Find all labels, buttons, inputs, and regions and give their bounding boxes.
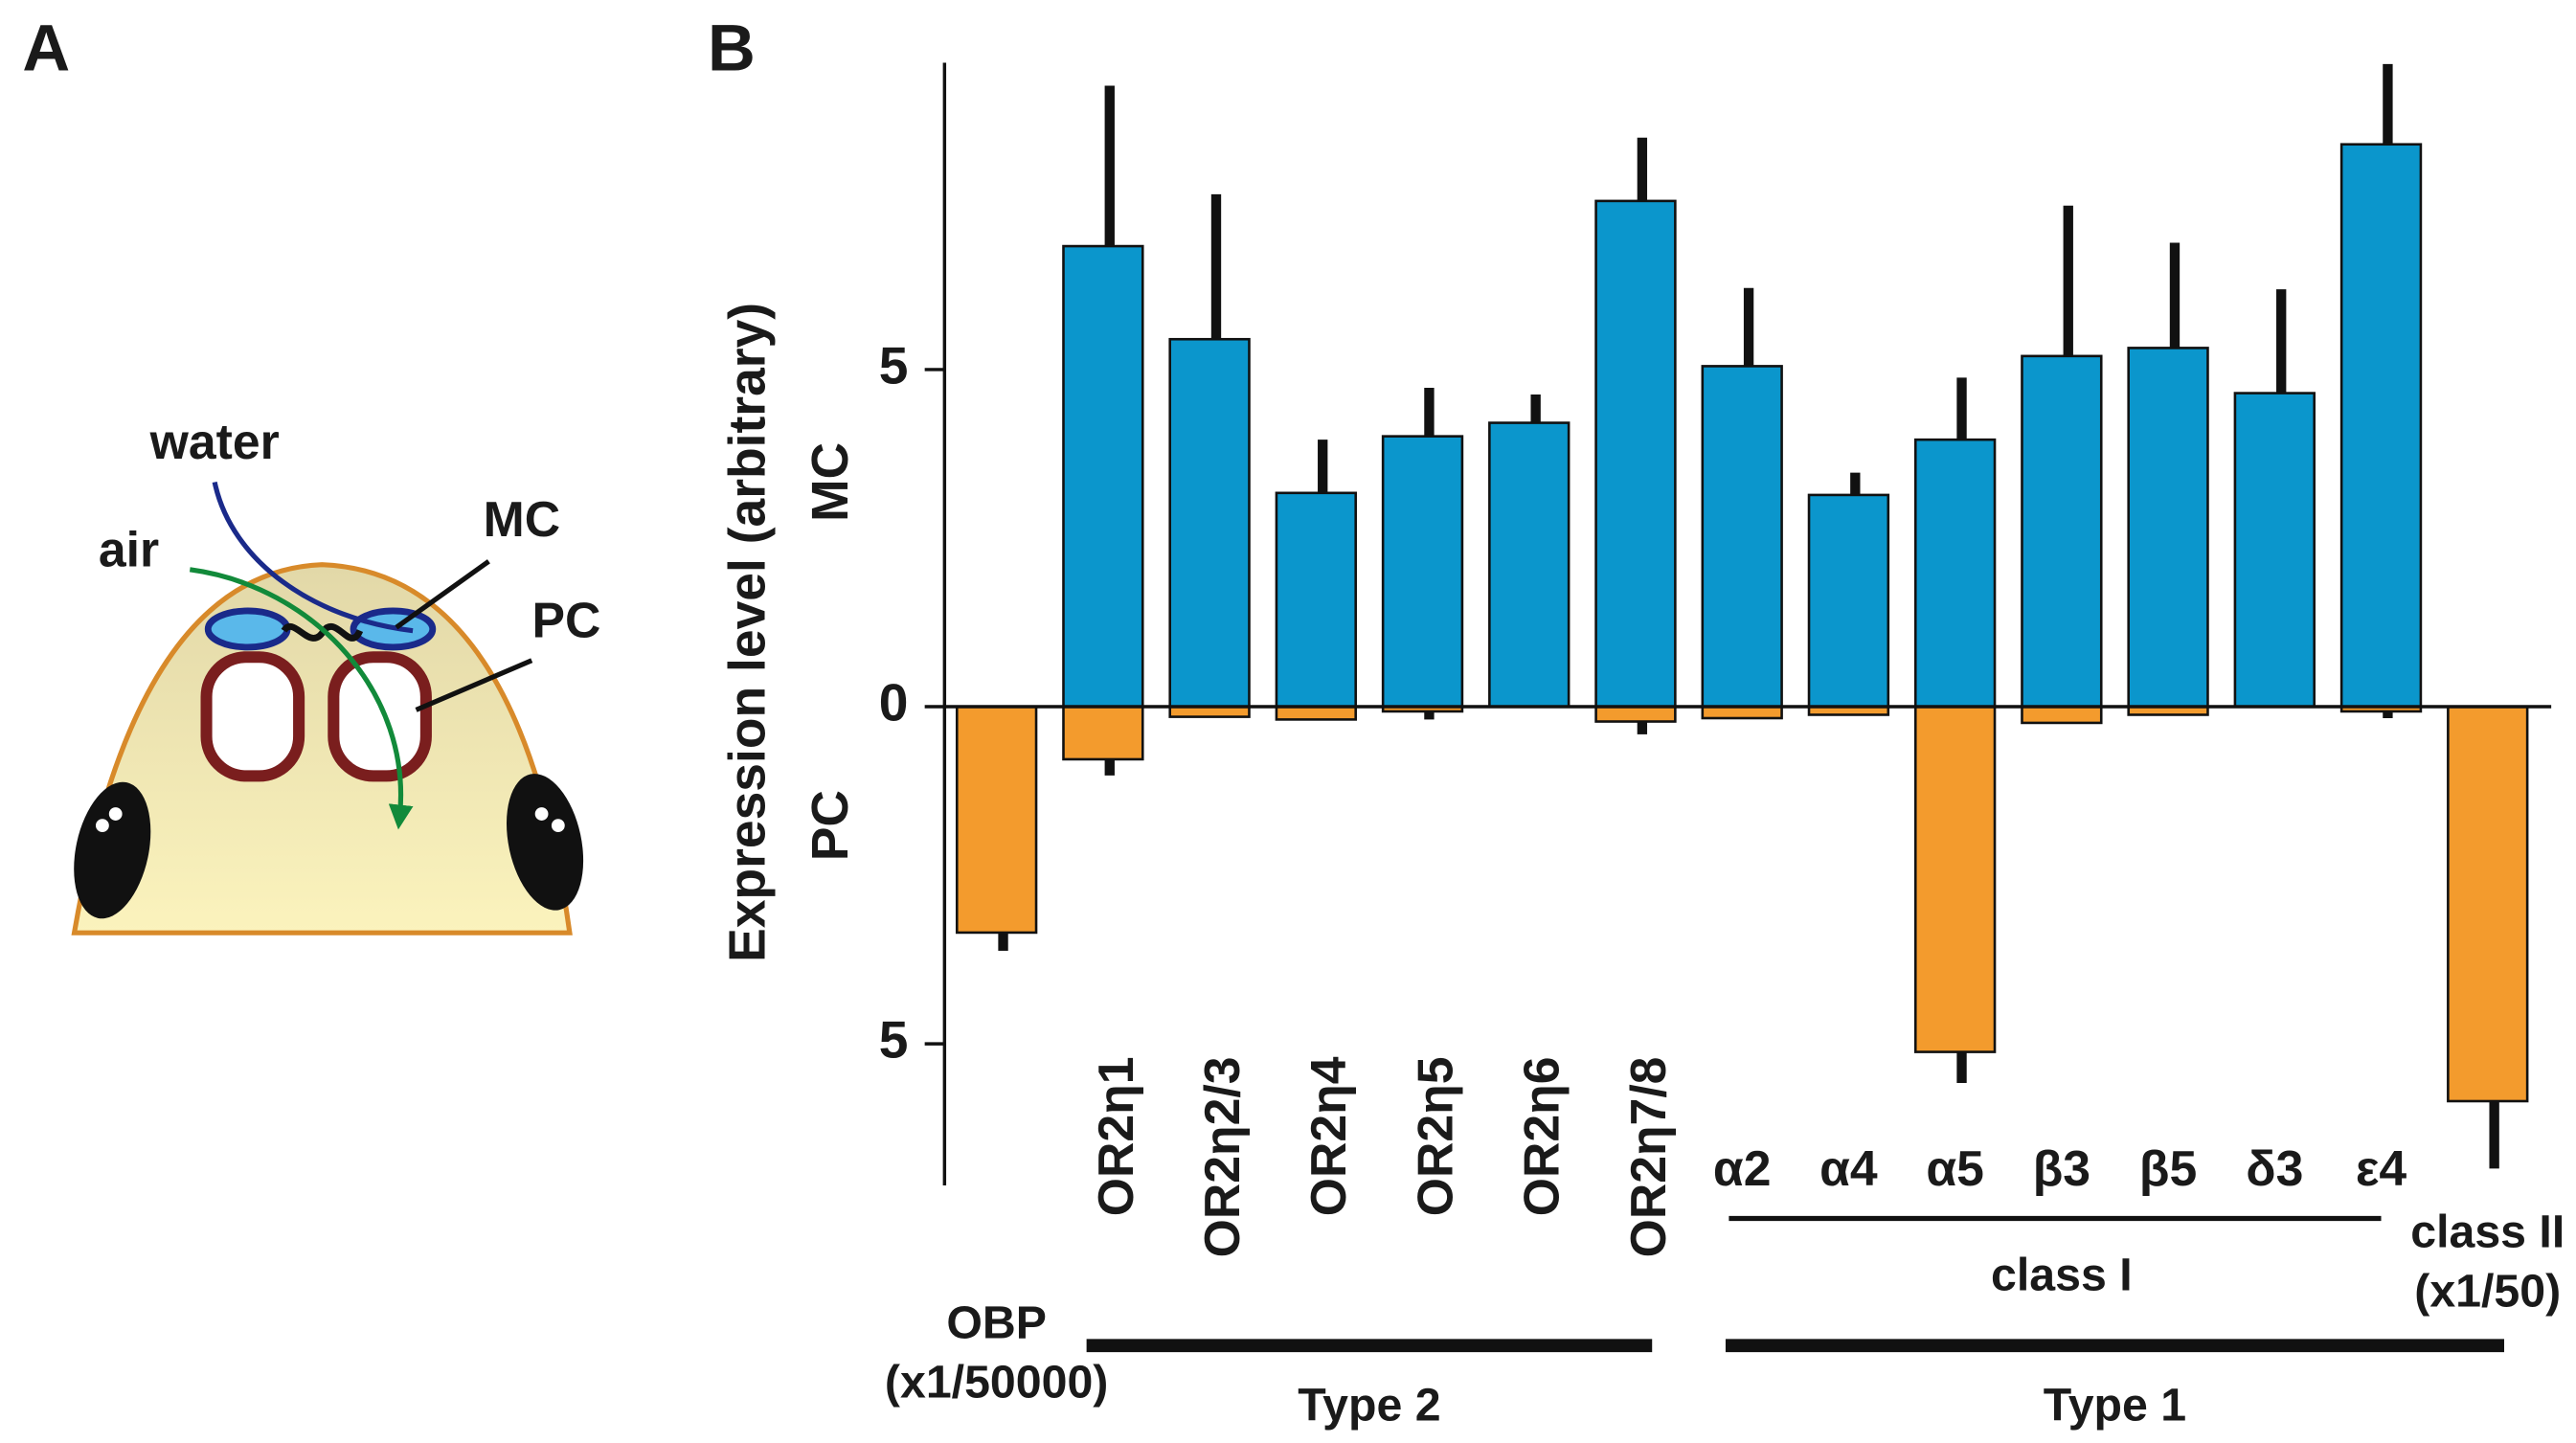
water-label: water [149, 414, 280, 469]
bar [2339, 143, 2423, 709]
mc-label: MC [484, 491, 560, 547]
air-flow [189, 567, 414, 830]
x-tick-label: OR2η4 [1300, 1056, 1356, 1216]
y-axis-title: Expression level (arbitrary) [720, 303, 777, 962]
bar [1275, 491, 1357, 709]
bar [1913, 438, 1997, 709]
y-tick-label: 5 [879, 1010, 909, 1070]
pointer [415, 658, 533, 712]
bar [1168, 337, 1251, 709]
bar [1701, 705, 1783, 720]
x-tick-label: OR2η1 [1088, 1057, 1143, 1217]
group-label: Type 1 [2044, 1380, 2186, 1432]
x-tick-label: OR2η6 [1514, 1057, 1570, 1217]
bar [1594, 199, 1677, 709]
panel-a: A water air MC PC [22, 11, 601, 936]
category-note: (x1/50000) [885, 1356, 1108, 1408]
eye-dot [96, 819, 109, 833]
x-tick-label: ε4 [2356, 1140, 2407, 1196]
air-label: air [99, 521, 159, 576]
x-tick-label: α4 [1819, 1140, 1878, 1196]
bar [1594, 705, 1677, 723]
bar [1913, 705, 1997, 1053]
x-tick-label: δ3 [2246, 1140, 2303, 1196]
bar [2447, 705, 2529, 1103]
x-tick-label: α5 [1926, 1140, 1984, 1196]
eye-dot [534, 807, 549, 821]
x-tick-label: OR2η2/3 [1194, 1057, 1250, 1258]
bar [2127, 347, 2209, 709]
y-tick-label: 0 [879, 673, 909, 733]
bar [1275, 705, 1357, 721]
nasal-chamber [200, 651, 305, 782]
bar [1807, 493, 1890, 709]
y-tick-label: 5 [879, 336, 909, 395]
pc-label: PC [532, 592, 601, 647]
mc-organ [204, 607, 291, 651]
bar [1701, 365, 1783, 709]
panel-label: A [22, 11, 70, 84]
bar [1062, 244, 1144, 709]
panel-label: B [708, 11, 756, 84]
panel-b: B Expression level (arbitrary) 5 0 5 MC PC OB… [708, 11, 2565, 1431]
series-label: MC [802, 442, 859, 522]
bar [1488, 421, 1570, 709]
head [71, 562, 573, 936]
series-label: PC [802, 790, 859, 861]
x-tick-label: β3 [2033, 1140, 2090, 1196]
bar [1381, 435, 1464, 709]
eye-dot [108, 807, 123, 821]
x-tick-label: class II [2410, 1206, 2565, 1257]
eye [506, 774, 584, 911]
category-note: (x1/50) [2414, 1266, 2561, 1318]
group-label: Type 2 [1298, 1380, 1440, 1432]
nasal-chamber [328, 651, 432, 782]
x-tick-label: OBP [946, 1296, 1047, 1348]
bar [2233, 392, 2316, 709]
bar [955, 705, 1038, 935]
x-tick-label: β5 [2139, 1140, 2197, 1196]
x-tick-label: OR2η7/8 [1620, 1057, 1676, 1258]
x-tick-label: α2 [1713, 1140, 1772, 1196]
pointer [395, 559, 490, 630]
group-label: class I [1991, 1249, 2133, 1300]
eye-dot [551, 819, 565, 833]
x-tick-label: OR2η5 [1407, 1057, 1462, 1217]
bar [2021, 705, 2103, 725]
bar [2021, 354, 2103, 709]
bar [1062, 705, 1144, 761]
water-flow [212, 481, 414, 634]
eye [74, 781, 151, 919]
